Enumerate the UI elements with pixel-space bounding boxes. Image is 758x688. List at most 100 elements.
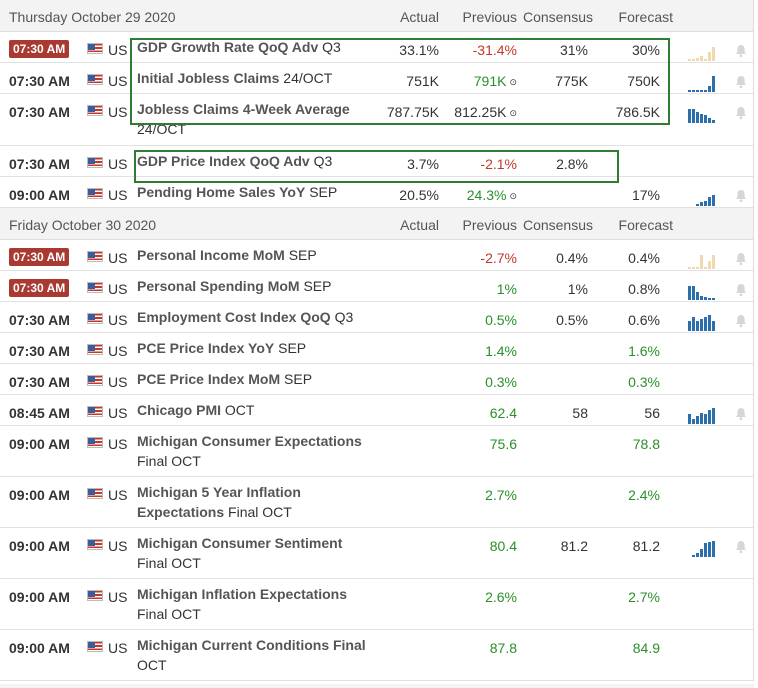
sparkline-bar [692, 59, 695, 61]
bell-alert-icon[interactable] [735, 189, 747, 203]
event-title: Michigan 5 Year Inflation Expectations [137, 484, 301, 520]
event-period: Final OCT [137, 606, 201, 622]
event-name-link[interactable]: Pending Home Sales YoY SEP [137, 182, 372, 202]
table-row[interactable]: 07:30 AM US Employment Cost Index QoQ Q3 0.… [0, 302, 753, 333]
previous-value: 812.25K ⊙ [454, 104, 517, 120]
sparkline-bar [700, 114, 703, 123]
forecast-value: 1.6% [628, 343, 660, 359]
sparkline-bar [704, 59, 707, 61]
table-row[interactable]: 09:00 AM US Michigan Inflation Expectation… [0, 579, 753, 630]
bell-alert-icon[interactable] [735, 283, 747, 297]
event-time: 09:00 AM [9, 640, 70, 656]
previous-value-text: 2.6% [485, 589, 517, 605]
actual-value: 20.5% [399, 187, 439, 203]
sparkline-bar [688, 267, 691, 269]
event-name-link[interactable]: GDP Price Index QoQ Adv Q3 [137, 151, 372, 171]
sparkline-bar [704, 90, 707, 92]
bell-alert-icon[interactable] [735, 75, 747, 89]
us-flag-icon [87, 344, 103, 355]
previous-value: -31.4% [473, 42, 517, 58]
table-row[interactable]: 09:00 AM US Michigan Consumer Expectations… [0, 426, 753, 477]
event-period: Final OCT [224, 504, 292, 520]
event-period: Final OCT [137, 555, 201, 571]
event-period: OCT [137, 657, 167, 673]
event-period: Q3 [318, 39, 341, 55]
table-row[interactable]: 09:00 AM US Michigan Current Conditions Fi… [0, 630, 753, 681]
event-name-link[interactable]: Michigan 5 Year Inflation Expectations F… [137, 482, 372, 522]
bell-alert-icon[interactable] [735, 252, 747, 266]
sparkline-bar [696, 321, 699, 331]
event-name-link[interactable]: Chicago PMI OCT [137, 400, 372, 420]
table-row[interactable]: 07:30 AM US PCE Price Index MoM SEP 0.3% 0.3… [0, 364, 753, 395]
event-name-link[interactable]: Personal Spending MoM SEP [137, 276, 372, 296]
event-name-link[interactable]: Michigan Consumer Expectations Final OCT [137, 431, 372, 471]
us-flag-icon [87, 43, 103, 54]
sparkline-bar [712, 255, 715, 269]
forecast-value: 56 [644, 405, 660, 421]
column-header-actual: Actual [400, 217, 439, 233]
table-row[interactable]: 09:00 AM US Pending Home Sales YoY SEP 20.5… [0, 177, 753, 208]
country-code: US [108, 640, 128, 656]
bell-alert-icon[interactable] [735, 540, 747, 554]
event-time: 07:30 AM [9, 374, 70, 390]
event-name-link[interactable]: GDP Growth Rate QoQ Adv Q3 [137, 37, 372, 57]
event-time: 09:00 AM [9, 187, 70, 203]
event-name-link[interactable]: Michigan Inflation Expectations Final OC… [137, 584, 372, 624]
table-row[interactable]: 07:30 AM US Jobless Claims 4-Week Average … [0, 94, 753, 146]
event-time: 09:00 AM [9, 538, 70, 554]
sparkline-chart-icon[interactable] [688, 45, 718, 61]
event-name-link[interactable]: PCE Price Index MoM SEP [137, 369, 372, 389]
sparkline-chart-icon[interactable] [688, 315, 718, 331]
forecast-value: 0.3% [628, 374, 660, 390]
table-row[interactable]: 07:30 AM US GDP Price Index QoQ Adv Q3 3.7%… [0, 146, 753, 177]
us-flag-icon [87, 157, 103, 168]
previous-value: 2.6% [485, 589, 517, 605]
table-row[interactable]: 07:30 AM US Initial Jobless Claims 24/OCT 7… [0, 63, 753, 94]
bell-alert-icon[interactable] [735, 106, 747, 120]
bell-alert-icon[interactable] [735, 407, 747, 421]
event-name-link[interactable]: PCE Price Index YoY SEP [137, 338, 372, 358]
bell-alert-icon[interactable] [735, 44, 747, 58]
forecast-value: 17% [631, 187, 660, 203]
event-title: Michigan Consumer Expectations [137, 433, 362, 449]
table-row[interactable]: 09:00 AM US Michigan Consumer Sentiment Fi… [0, 528, 753, 579]
table-row[interactable]: 07:30 AM US PCE Price Index YoY SEP 1.4% 1.6… [0, 333, 753, 364]
sparkline-bar [704, 317, 707, 331]
table-row[interactable]: 09:00 AM US Michigan 5 Year Inflation Expe… [0, 477, 753, 528]
sparkline-chart-icon[interactable] [688, 76, 718, 92]
sparkline-chart-icon[interactable] [688, 253, 718, 269]
event-period: Final OCT [137, 453, 201, 469]
table-row[interactable]: 07:30 AM US Personal Spending MoM SEP 1% 1% 0… [0, 271, 753, 302]
event-name-link[interactable]: Michigan Current Conditions Final OCT [137, 635, 372, 675]
bell-alert-icon[interactable] [735, 314, 747, 328]
sparkline-chart-icon[interactable] [688, 408, 718, 424]
event-period: SEP [305, 184, 338, 200]
sparkline-chart-icon[interactable] [688, 107, 718, 123]
country-code: US [108, 374, 128, 390]
consensus-value: 81.2 [560, 538, 588, 554]
previous-value: -2.7% [480, 250, 517, 266]
sparkline-bar [712, 76, 715, 92]
event-name-link[interactable]: Initial Jobless Claims 24/OCT [137, 68, 372, 88]
event-name-link[interactable]: Employment Cost Index QoQ Q3 [137, 307, 372, 327]
sparkline-bar [692, 419, 695, 424]
us-flag-icon [87, 251, 103, 262]
event-name-link[interactable]: Jobless Claims 4-Week Average 24/OCT [137, 99, 372, 139]
sparkline-chart-icon[interactable] [688, 190, 718, 206]
country-code: US [108, 156, 128, 172]
consensus-value: 58 [572, 405, 588, 421]
sparkline-bar [688, 286, 691, 300]
table-row[interactable]: 08:45 AM US Chicago PMI OCT 62.4 58 56 [0, 395, 753, 426]
previous-value: 80.4 [490, 538, 517, 554]
table-row[interactable]: 07:30 AM US GDP Growth Rate QoQ Adv Q3 33.1… [0, 32, 753, 63]
table-row[interactable]: 07:30 AM US Personal Income MoM SEP -2.7% 0.… [0, 240, 753, 271]
sparkline-bar [688, 414, 691, 424]
sparkline-chart-icon[interactable] [688, 284, 718, 300]
event-name-link[interactable]: Personal Income MoM SEP [137, 245, 372, 265]
sparkline-bar [712, 47, 715, 61]
sparkline-bar [700, 202, 703, 206]
sparkline-bar [712, 120, 715, 123]
event-period: SEP [280, 371, 313, 387]
sparkline-chart-icon[interactable] [688, 541, 718, 557]
event-name-link[interactable]: Michigan Consumer Sentiment Final OCT [137, 533, 372, 573]
